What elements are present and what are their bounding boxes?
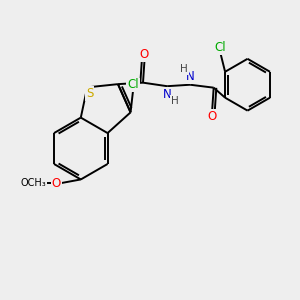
Text: H: H — [180, 64, 188, 74]
Text: N: N — [164, 88, 172, 101]
Text: O: O — [208, 110, 217, 123]
Text: OCH₃: OCH₃ — [21, 178, 46, 188]
Text: O: O — [140, 48, 149, 61]
Text: Cl: Cl — [127, 79, 139, 92]
Text: S: S — [86, 87, 93, 100]
Text: O: O — [52, 177, 61, 190]
Text: N: N — [186, 70, 195, 83]
Text: H: H — [171, 96, 179, 106]
Text: Cl: Cl — [215, 41, 226, 54]
